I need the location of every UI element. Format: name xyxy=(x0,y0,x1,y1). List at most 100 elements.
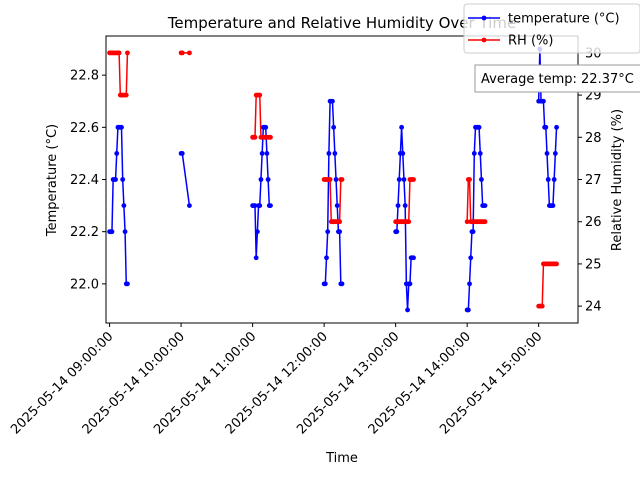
right-y-tick-label: 25 xyxy=(585,257,602,272)
temperature-point xyxy=(396,177,402,182)
rh-point xyxy=(252,134,258,140)
left-y-tick-label: 22.4 xyxy=(70,173,99,188)
temperature-line-segment-1 xyxy=(181,152,191,206)
temperature-point xyxy=(395,203,401,208)
left-y-axis-ticks: 22.0 22.2 22.4 22.6 22.8 xyxy=(70,69,106,292)
temperature-point xyxy=(109,229,115,235)
temperature-point xyxy=(121,203,127,208)
temperature-point xyxy=(330,98,335,104)
temperature-point xyxy=(399,124,404,130)
temperature-point xyxy=(400,151,406,156)
temperature-point xyxy=(401,177,407,182)
temperature-point xyxy=(471,151,477,156)
rh-point xyxy=(268,134,273,140)
temperature-point xyxy=(405,307,410,313)
temperature-point xyxy=(258,177,264,182)
rh-point xyxy=(406,219,412,225)
temperature-point xyxy=(334,203,340,208)
left-y-tick-label: 22.6 xyxy=(70,121,99,136)
legend-entry-rh: RH (%) xyxy=(468,34,553,49)
rh-point xyxy=(125,50,130,56)
right-y-tick-label: 24 xyxy=(585,300,602,315)
rh-point xyxy=(187,50,192,56)
rh-point xyxy=(464,219,470,225)
annotation-text: Average temp: 22.37°C xyxy=(481,72,634,87)
rh-point xyxy=(179,50,185,56)
rh-line-segment-2 xyxy=(252,94,271,139)
rh-point xyxy=(123,92,129,98)
rh-point xyxy=(257,92,263,98)
temperature-point xyxy=(125,281,130,287)
temperature-line-segment-2 xyxy=(252,126,271,259)
temperature-point xyxy=(325,229,331,235)
right-y-tick-label: 27 xyxy=(585,173,602,188)
temperature-point xyxy=(119,124,124,130)
temperature-point xyxy=(333,177,339,182)
legend-label-rh: RH (%) xyxy=(508,34,553,49)
left-y-tick-label: 22.0 xyxy=(70,277,99,292)
temperature-point xyxy=(467,281,472,287)
left-y-tick-label: 22.2 xyxy=(70,225,99,240)
legend-entry-temperature: temperature (°C) xyxy=(468,12,620,27)
rh-point xyxy=(554,261,559,267)
right-y-tick-label: 28 xyxy=(585,131,602,146)
rh-point xyxy=(411,177,416,182)
rh-point xyxy=(482,219,488,225)
temperature-point xyxy=(331,124,337,130)
temperature-point xyxy=(265,177,271,182)
temperature-point xyxy=(114,151,120,156)
temperature-point xyxy=(411,255,416,261)
temperature-point xyxy=(552,151,558,156)
right-y-tick-label: 26 xyxy=(585,215,602,230)
rh-point xyxy=(116,50,122,56)
temperature-point xyxy=(543,124,549,130)
temperature-point xyxy=(470,229,476,235)
temperature-point xyxy=(259,151,265,156)
temperature-point xyxy=(122,229,128,235)
rh-point xyxy=(539,303,545,309)
temperature-point xyxy=(468,255,474,261)
left-y-axis-title: Temperature (°C) xyxy=(45,124,60,237)
temperature-point xyxy=(263,124,269,130)
temperature-point xyxy=(394,229,400,235)
temperature-point xyxy=(322,281,328,287)
temperature-point xyxy=(482,203,488,208)
temperature-point xyxy=(337,229,343,235)
temperature-point xyxy=(544,151,550,156)
temperature-point xyxy=(545,177,551,182)
rh-line-segment-0 xyxy=(109,52,129,96)
temperature-point xyxy=(479,177,484,182)
average-temp-annotation: Average temp: 22.37°C xyxy=(474,64,640,93)
temperature-point xyxy=(326,151,332,156)
temperature-point xyxy=(120,177,126,182)
temperature-point xyxy=(551,177,557,182)
temperature-point xyxy=(332,151,338,156)
legend: temperature (°C) RH (%) xyxy=(463,3,640,54)
temperature-point xyxy=(113,177,118,182)
right-y-axis-title: Relative Humidity (%) xyxy=(610,109,625,251)
temperature-point xyxy=(339,281,345,287)
chart-title: Temperature and Relative Humidity Over T… xyxy=(167,14,516,32)
legend-frame xyxy=(463,3,640,54)
x-axis-title: Time xyxy=(325,451,358,466)
rh-point xyxy=(339,177,345,182)
temperature-point xyxy=(465,307,471,313)
legend-marker-temperature xyxy=(481,15,487,21)
temperature-point xyxy=(257,203,263,208)
temperature-point xyxy=(402,203,408,208)
temperature-point xyxy=(254,229,260,235)
temperature-point xyxy=(550,203,556,208)
temperature-point xyxy=(252,203,258,208)
temperature-point xyxy=(476,124,482,130)
rh-point xyxy=(467,177,472,182)
temperature-point xyxy=(268,203,273,208)
rh-point xyxy=(327,177,333,182)
temperature-line-segment-4 xyxy=(395,126,414,311)
temperature-point xyxy=(187,203,192,208)
legend-label-temperature: temperature (°C) xyxy=(508,12,620,27)
legend-marker-rh xyxy=(481,37,487,43)
